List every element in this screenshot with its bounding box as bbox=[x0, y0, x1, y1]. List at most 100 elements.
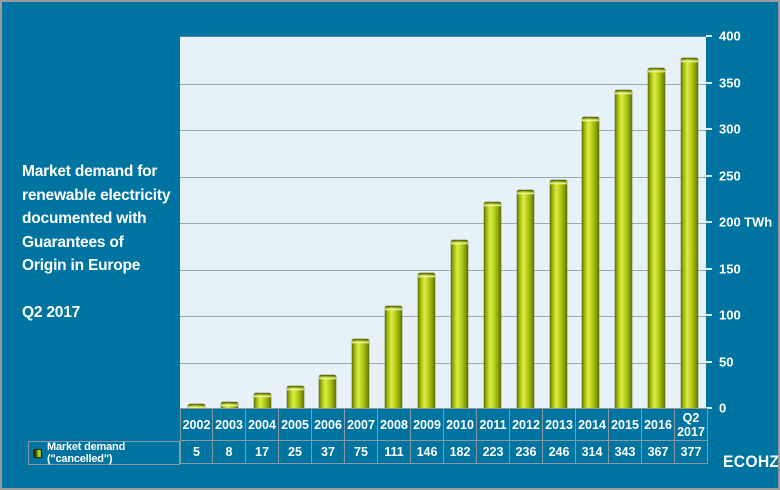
value-cell: 343 bbox=[609, 441, 642, 464]
ecohz-logo: ECOHZ bbox=[723, 453, 780, 471]
year-cell: 2009 bbox=[411, 408, 444, 441]
y-axis-label: 350 bbox=[719, 75, 741, 90]
bar-2011 bbox=[483, 201, 501, 409]
y-axis-tick bbox=[706, 314, 712, 316]
year-cell: 2012 bbox=[510, 408, 543, 441]
year-cell: 2007 bbox=[345, 408, 378, 441]
bar-2002 bbox=[187, 404, 205, 409]
y-axis-tick bbox=[706, 35, 712, 37]
y-axis-tick bbox=[706, 407, 712, 409]
bar-2013 bbox=[549, 180, 567, 409]
y-axis-tick bbox=[706, 128, 712, 130]
plot-area bbox=[180, 36, 706, 409]
bar-top-highlight bbox=[187, 404, 205, 409]
bar-2008 bbox=[385, 305, 403, 409]
bar-2003 bbox=[220, 401, 238, 409]
y-axis-tick bbox=[706, 267, 712, 270]
y-axis-tick bbox=[706, 221, 712, 223]
year-cell: 2003 bbox=[213, 408, 246, 441]
bar-top-highlight bbox=[450, 239, 468, 245]
y-axis-tick bbox=[706, 360, 712, 363]
bar-top-highlight bbox=[615, 90, 633, 96]
value-cell: 8 bbox=[213, 441, 246, 464]
y-axis: 0 50 100 150 200 250 300 350 400 bbox=[706, 29, 778, 416]
bar-top-highlight bbox=[253, 393, 271, 399]
bar-2006 bbox=[319, 374, 337, 409]
bar-2015 bbox=[615, 90, 633, 409]
year-cell: 2011 bbox=[477, 408, 510, 441]
report-period: Q2 2017 bbox=[22, 303, 81, 321]
title-line: Market demand for bbox=[22, 163, 158, 180]
title-line: renewable electricity bbox=[22, 186, 171, 204]
value-cell: 111 bbox=[378, 441, 411, 464]
y-axis-tick bbox=[706, 174, 712, 177]
chart-title: Market demand for renewable electricity … bbox=[22, 160, 194, 324]
value-cell: 236 bbox=[510, 441, 543, 464]
data-table: 2002 2003 2004 2005 2006 2007 2008 2009 2010 2011… bbox=[180, 408, 708, 464]
value-cell: 5 bbox=[180, 441, 213, 464]
gridline bbox=[180, 223, 706, 224]
legend-label: Market demand ("cancelled") bbox=[47, 441, 126, 465]
bar-top-highlight bbox=[582, 116, 600, 122]
year-cell: 2010 bbox=[444, 408, 477, 441]
bar-2009 bbox=[418, 273, 436, 409]
gridline bbox=[180, 269, 706, 271]
year-cell: 2006 bbox=[312, 408, 345, 441]
year-cell: 2004 bbox=[246, 408, 279, 441]
title-line: Origin in Europe bbox=[22, 257, 141, 274]
year-cell: 2013 bbox=[543, 408, 576, 441]
y-axis-label: 400 bbox=[719, 28, 741, 44]
y-axis-label: 100 bbox=[719, 307, 741, 323]
bar-2005 bbox=[286, 385, 304, 409]
gridline bbox=[180, 316, 706, 317]
bar-2004 bbox=[253, 393, 271, 409]
year-cell: 2014 bbox=[576, 408, 609, 441]
gridline bbox=[180, 176, 706, 178]
bar-top-highlight bbox=[220, 401, 238, 407]
value-cell: 75 bbox=[345, 441, 378, 464]
y-axis-unit: TWh bbox=[744, 214, 773, 230]
value-cell: 314 bbox=[576, 441, 609, 464]
y-axis-label: 300 bbox=[719, 121, 741, 137]
bar-2010 bbox=[450, 239, 468, 409]
value-cell: 223 bbox=[477, 441, 510, 464]
y-axis-tick bbox=[706, 81, 712, 84]
bar-top-highlight bbox=[648, 67, 666, 73]
bar-top-highlight bbox=[286, 385, 304, 391]
y-axis-label: 50 bbox=[719, 354, 734, 369]
title-line: Guarantees of bbox=[22, 233, 124, 251]
value-cell: 377 bbox=[675, 441, 708, 464]
bar-top-highlight bbox=[385, 305, 403, 311]
year-cell: 2005 bbox=[279, 408, 312, 441]
series-color-icon bbox=[33, 448, 42, 458]
value-cell: 367 bbox=[642, 441, 675, 464]
title-line: documented with bbox=[22, 210, 147, 227]
y-axis-label: 250 bbox=[719, 168, 741, 183]
y-axis-label: 150 bbox=[719, 261, 741, 276]
year-cell: 2008 bbox=[378, 408, 411, 441]
year-cell: 2002 bbox=[180, 408, 213, 441]
bar-2014 bbox=[582, 116, 600, 409]
value-cell: 25 bbox=[279, 441, 312, 464]
bar-q2-2017 bbox=[681, 58, 699, 409]
bar-top-highlight bbox=[516, 189, 534, 195]
bar-top-highlight bbox=[319, 374, 337, 380]
year-cell: 2015 bbox=[609, 408, 642, 441]
bar-top-highlight bbox=[418, 273, 436, 279]
value-cell: 146 bbox=[411, 441, 444, 464]
bar-2012 bbox=[516, 189, 534, 409]
gridline bbox=[180, 130, 706, 131]
gridline bbox=[180, 83, 706, 85]
bar-2016 bbox=[648, 67, 666, 409]
bar-top-highlight bbox=[483, 201, 501, 207]
bar-top-highlight bbox=[549, 180, 567, 186]
y-axis-label: 0 bbox=[719, 400, 727, 416]
bar-top-highlight bbox=[352, 339, 370, 345]
value-cell: 17 bbox=[246, 441, 279, 464]
legend: Market demand ("cancelled") bbox=[28, 441, 180, 465]
value-cell: 182 bbox=[444, 441, 477, 464]
bar-top-highlight bbox=[681, 58, 699, 64]
year-cell: 2016 bbox=[642, 408, 675, 441]
gridline bbox=[180, 362, 706, 364]
